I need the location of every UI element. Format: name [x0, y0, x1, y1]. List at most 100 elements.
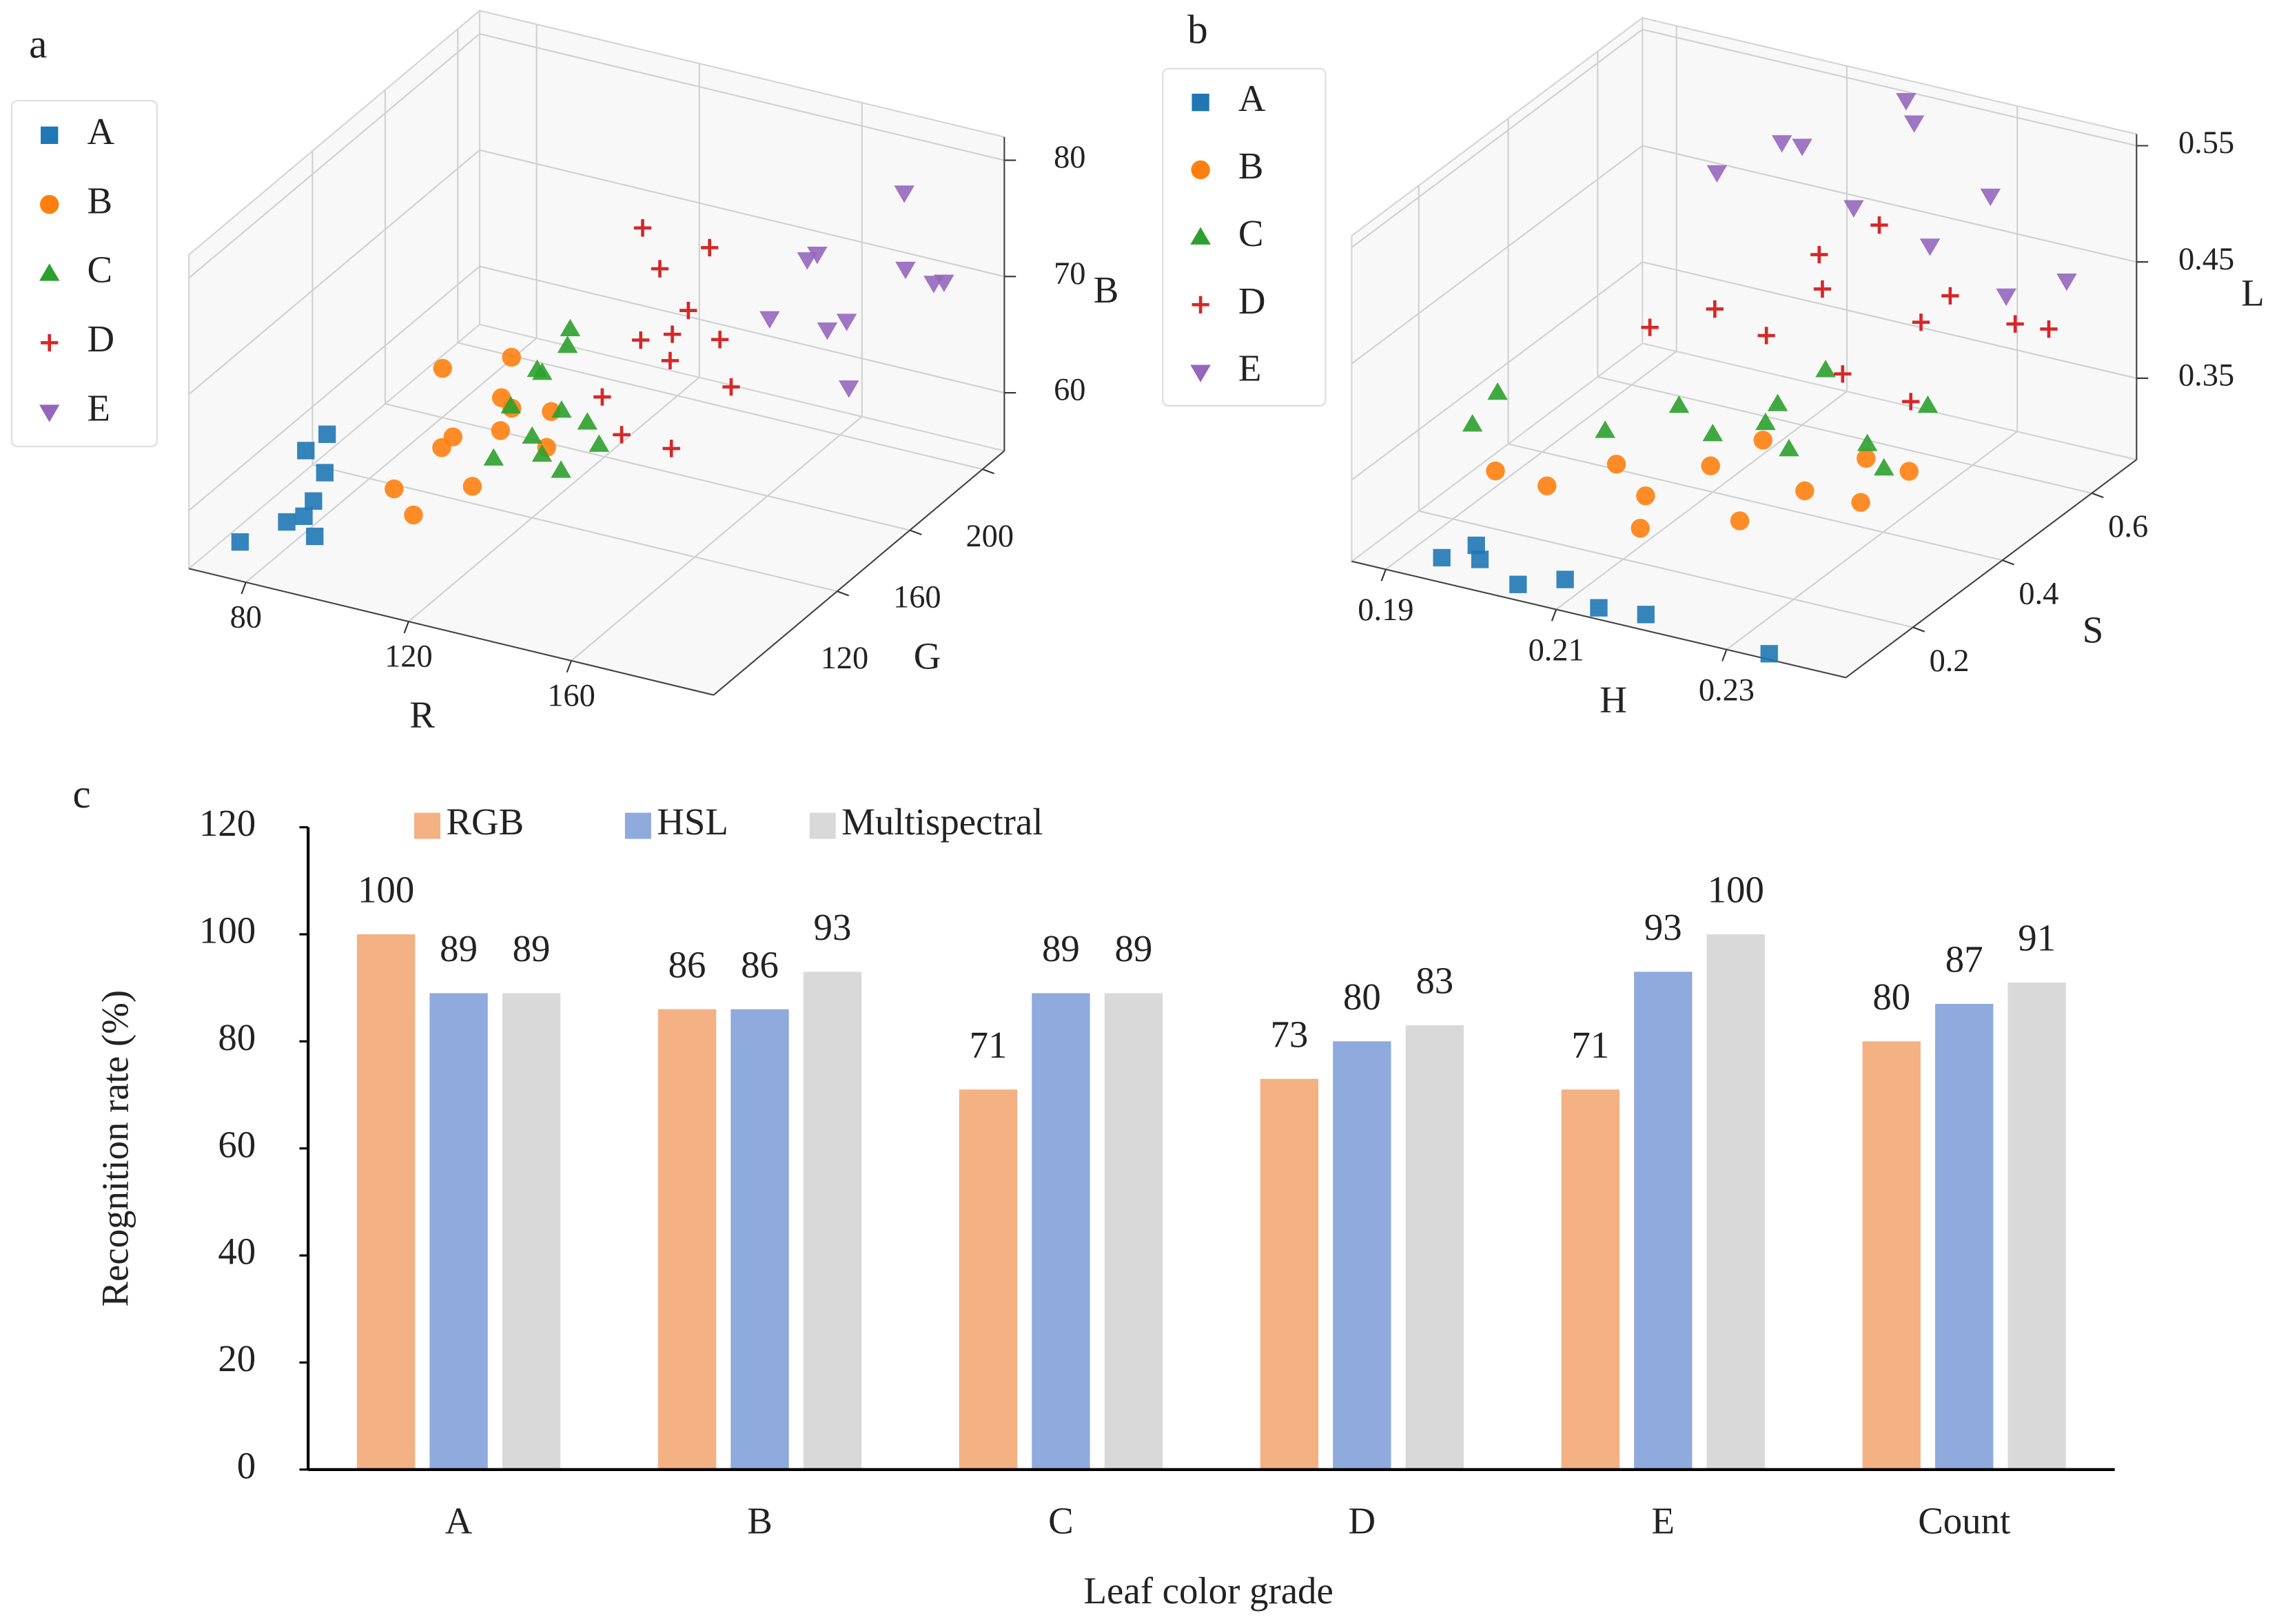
legend-swatch	[624, 812, 651, 839]
point	[531, 444, 553, 462]
grid-line	[1642, 28, 2137, 147]
point	[632, 331, 650, 349]
bar	[657, 1009, 717, 1470]
point	[1537, 476, 1557, 495]
point	[491, 421, 511, 440]
x-tick-label: C	[1048, 1500, 1074, 1542]
y-tick-label: 80	[218, 1016, 256, 1058]
legend-label: B	[1238, 145, 1264, 187]
point	[557, 335, 578, 353]
point	[1760, 645, 1778, 663]
point	[1857, 433, 1878, 451]
point	[1556, 571, 1574, 588]
point	[1795, 481, 1815, 501]
value-label: 71	[970, 1024, 1008, 1066]
panel-label: a	[29, 21, 47, 67]
point	[722, 378, 740, 396]
value-label: 89	[1042, 927, 1080, 969]
point	[711, 331, 729, 349]
z-tick-label: 0.45	[2178, 242, 2234, 277]
point	[1757, 327, 1775, 345]
bar	[1561, 1089, 1620, 1470]
value-label: 71	[1571, 1024, 1609, 1066]
x-tick-label: Count	[1918, 1500, 2010, 1542]
point	[1903, 115, 1925, 133]
bar	[803, 972, 862, 1470]
point	[551, 400, 572, 418]
point	[1813, 280, 1832, 298]
point	[385, 479, 404, 499]
grid-line	[571, 415, 863, 661]
z-tick-label: 70	[1054, 256, 1085, 291]
x-tick-label: 80	[230, 600, 262, 635]
grid-line	[245, 338, 538, 583]
point	[1467, 536, 1485, 555]
z-tick-label: 80	[1054, 140, 1085, 175]
z-tick-label: 0.35	[2178, 358, 2234, 393]
point	[1433, 548, 1451, 567]
point	[1636, 486, 1655, 506]
point	[651, 260, 669, 278]
z-axis-title: B	[1094, 269, 1119, 311]
point	[613, 426, 631, 444]
bar	[1405, 1025, 1464, 1470]
point	[1487, 382, 1508, 400]
value-label: 100	[358, 869, 414, 911]
y-tick-label: 120	[199, 802, 256, 844]
point	[1701, 456, 1720, 475]
point	[1980, 188, 2001, 207]
point	[1919, 238, 1941, 256]
tick-mark	[2002, 559, 2014, 566]
legend-label: A	[88, 110, 115, 152]
legend-marker	[1190, 227, 1211, 245]
point	[1917, 395, 1939, 413]
x-tick-label: 0.21	[1529, 633, 1584, 668]
point	[1912, 314, 1930, 331]
y-tick-label: 0.6	[2108, 509, 2148, 544]
grid-line	[1418, 510, 1914, 628]
point	[318, 425, 336, 443]
tick-mark	[982, 468, 994, 475]
grid-line	[479, 33, 1005, 161]
bar	[1260, 1078, 1319, 1470]
point	[577, 412, 598, 430]
point	[1595, 420, 1615, 438]
grid-line	[1351, 28, 1643, 248]
y-axis-title: G	[914, 635, 941, 677]
y-axis-title: S	[2083, 609, 2104, 651]
point	[1810, 245, 1828, 264]
point	[1870, 216, 1888, 234]
y-tick-label: 120	[821, 641, 869, 676]
value-label: 83	[1416, 960, 1453, 1002]
point	[443, 427, 462, 446]
legend-marker	[41, 333, 59, 352]
bar	[959, 1089, 1018, 1470]
grid-line	[385, 403, 910, 531]
y-tick-label: 20	[218, 1337, 256, 1379]
point	[306, 527, 324, 546]
point	[1815, 360, 1836, 378]
value-label: 89	[440, 927, 478, 969]
bar	[1333, 1041, 1391, 1470]
point	[1902, 393, 1920, 411]
point	[894, 185, 914, 203]
grid-line	[1642, 261, 2137, 379]
point	[1706, 165, 1728, 183]
point	[1462, 414, 1483, 432]
point	[1606, 454, 1626, 474]
y-tick-label: 160	[893, 579, 941, 615]
x-axis-title: Leaf color grade	[1084, 1570, 1333, 1612]
x-tick-label: B	[747, 1500, 773, 1542]
x-axis-title: R	[409, 694, 435, 736]
y-axis	[713, 450, 1005, 696]
x-tick-label: E	[1652, 1500, 1675, 1542]
y-axis	[1845, 459, 2137, 679]
legend-marker	[41, 126, 59, 144]
value-label: 89	[513, 927, 551, 969]
point	[1834, 365, 1852, 383]
point	[1843, 200, 1864, 218]
point	[483, 448, 504, 466]
y-tick-label: 40	[218, 1231, 256, 1273]
grid-line	[188, 150, 480, 395]
value-label: 93	[1644, 906, 1682, 948]
